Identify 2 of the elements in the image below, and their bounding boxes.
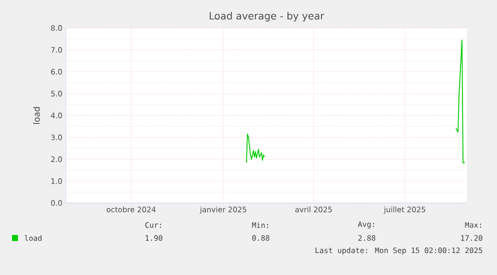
y-axis-title: load (33, 107, 40, 124)
chart-title: Load average - by year (210, 12, 324, 22)
